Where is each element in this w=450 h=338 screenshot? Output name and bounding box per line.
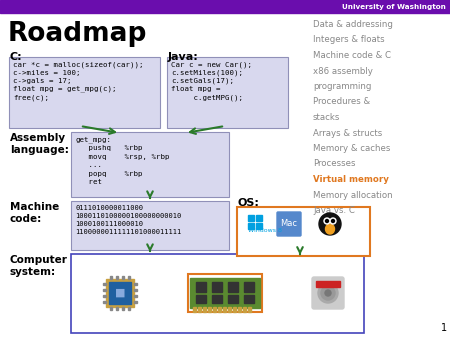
FancyBboxPatch shape bbox=[71, 200, 229, 249]
Ellipse shape bbox=[323, 218, 337, 234]
Bar bbox=[244, 295, 254, 303]
Bar bbox=[248, 215, 254, 221]
Bar bbox=[106, 279, 134, 307]
Bar bbox=[116, 307, 118, 310]
Text: programming: programming bbox=[313, 82, 371, 91]
Text: Windows 8: Windows 8 bbox=[248, 228, 282, 233]
Bar bbox=[116, 276, 118, 279]
Text: Computer
system:: Computer system: bbox=[10, 255, 68, 276]
Bar bbox=[110, 307, 112, 310]
Bar bbox=[228, 307, 231, 312]
Text: Integers & floats: Integers & floats bbox=[313, 35, 385, 45]
Text: Java vs. C: Java vs. C bbox=[313, 206, 355, 215]
Circle shape bbox=[318, 283, 338, 303]
Bar bbox=[134, 301, 137, 303]
Bar bbox=[248, 307, 251, 312]
Text: Mac: Mac bbox=[280, 219, 297, 228]
Bar bbox=[134, 295, 137, 297]
Bar bbox=[103, 283, 106, 285]
Bar bbox=[110, 276, 112, 279]
Text: Procedures &: Procedures & bbox=[313, 97, 370, 106]
Bar bbox=[248, 223, 254, 229]
Bar bbox=[190, 278, 260, 308]
Text: 0111010000011000
1000110100000100000000010
1000100111000010
11000000111111010000: 0111010000011000 10001101000001000000000… bbox=[75, 205, 181, 235]
Circle shape bbox=[324, 218, 330, 224]
FancyBboxPatch shape bbox=[9, 56, 159, 127]
Text: Memory & caches: Memory & caches bbox=[313, 144, 391, 153]
Text: OS:: OS: bbox=[238, 198, 260, 208]
Bar bbox=[238, 307, 241, 312]
Bar bbox=[122, 276, 124, 279]
Text: Machine code & C: Machine code & C bbox=[313, 51, 391, 60]
FancyBboxPatch shape bbox=[312, 277, 344, 309]
Text: Machine
code:: Machine code: bbox=[10, 202, 59, 224]
FancyBboxPatch shape bbox=[166, 56, 288, 127]
Ellipse shape bbox=[325, 224, 334, 234]
Text: Java:: Java: bbox=[168, 52, 199, 62]
Text: ■: ■ bbox=[115, 288, 125, 298]
Text: Data & addressing: Data & addressing bbox=[313, 20, 393, 29]
Bar bbox=[256, 223, 262, 229]
Circle shape bbox=[325, 219, 328, 222]
Bar bbox=[243, 307, 246, 312]
Circle shape bbox=[319, 213, 341, 235]
Text: get_mpg:
   pushq   %rbp
   movq    %rsp, %rbp
   ...
   popq    %rbp
   ret: get_mpg: pushq %rbp movq %rsp, %rbp ... … bbox=[75, 136, 170, 185]
Bar bbox=[134, 289, 137, 291]
Bar bbox=[196, 282, 206, 292]
Bar bbox=[196, 295, 206, 303]
Circle shape bbox=[332, 219, 334, 222]
Bar bbox=[193, 307, 196, 312]
Bar bbox=[103, 289, 106, 291]
Bar bbox=[316, 281, 340, 287]
Bar bbox=[233, 307, 236, 312]
Bar bbox=[188, 274, 262, 312]
Text: Virtual memory: Virtual memory bbox=[313, 175, 389, 184]
Bar bbox=[0, 0, 450, 13]
Bar bbox=[203, 307, 206, 312]
Text: x86 assembly: x86 assembly bbox=[313, 67, 373, 75]
Bar bbox=[244, 282, 254, 292]
Bar bbox=[218, 307, 221, 312]
Text: Arrays & structs: Arrays & structs bbox=[313, 128, 382, 138]
Bar bbox=[212, 282, 222, 292]
Bar bbox=[212, 295, 222, 303]
Text: Assembly
language:: Assembly language: bbox=[10, 133, 69, 154]
FancyBboxPatch shape bbox=[71, 131, 229, 196]
Bar bbox=[128, 307, 130, 310]
Circle shape bbox=[330, 218, 336, 224]
Circle shape bbox=[321, 286, 335, 300]
Text: car *c = malloc(sizeof(car));
c->miles = 100;
c->gals = 17;
float mpg = get_mpg(: car *c = malloc(sizeof(car)); c->miles =… bbox=[13, 61, 144, 101]
Text: Car c = new Car();
c.setMiles(100);
c.setGals(17);
float mpg =
     c.getMPG();: Car c = new Car(); c.setMiles(100); c.se… bbox=[171, 61, 252, 101]
Text: Roadmap: Roadmap bbox=[8, 21, 148, 47]
Text: C:: C: bbox=[10, 52, 22, 62]
Text: University of Washington: University of Washington bbox=[342, 3, 446, 9]
Text: Processes: Processes bbox=[313, 160, 356, 169]
Bar bbox=[128, 276, 130, 279]
Circle shape bbox=[325, 290, 331, 296]
Bar bbox=[109, 282, 131, 304]
Bar bbox=[228, 282, 238, 292]
Bar bbox=[198, 307, 201, 312]
FancyBboxPatch shape bbox=[277, 212, 301, 236]
Bar bbox=[213, 307, 216, 312]
Text: 1: 1 bbox=[441, 323, 447, 333]
Bar bbox=[103, 295, 106, 297]
Bar bbox=[228, 295, 238, 303]
Bar bbox=[256, 215, 262, 221]
Bar bbox=[134, 283, 137, 285]
Bar bbox=[208, 307, 211, 312]
Bar bbox=[122, 307, 124, 310]
Text: Memory allocation: Memory allocation bbox=[313, 191, 392, 199]
Bar bbox=[103, 301, 106, 303]
FancyBboxPatch shape bbox=[71, 254, 364, 333]
Text: stacks: stacks bbox=[313, 113, 340, 122]
FancyBboxPatch shape bbox=[237, 207, 369, 256]
Bar bbox=[223, 307, 226, 312]
